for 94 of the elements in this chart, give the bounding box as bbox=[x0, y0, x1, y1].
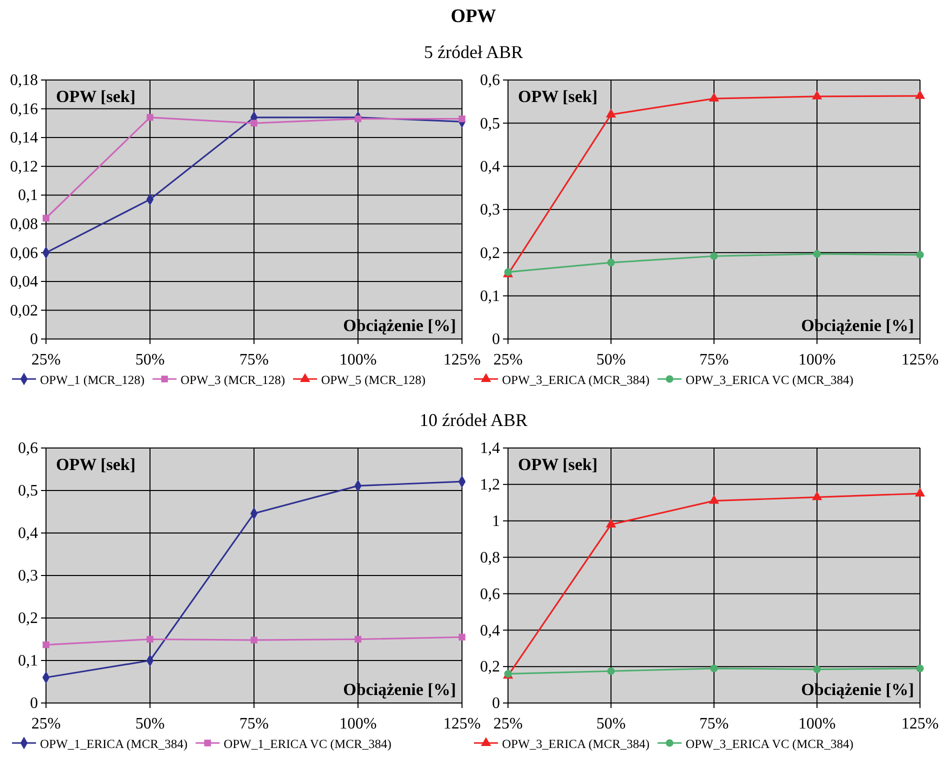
y-tick-label: 0,08 bbox=[10, 216, 38, 234]
y-axis-title: OPW [sek] bbox=[56, 87, 136, 106]
y-tick-label: 0,12 bbox=[10, 158, 38, 176]
x-tick-label: 25% bbox=[493, 352, 523, 369]
y-tick-label: 0 bbox=[492, 331, 500, 348]
point bbox=[354, 636, 362, 643]
x-tick-label: 100% bbox=[798, 352, 836, 369]
x-tick-label: 75% bbox=[699, 352, 729, 369]
x-tick-label: 125% bbox=[443, 352, 481, 369]
x-tick-label: 125% bbox=[901, 352, 939, 369]
y-tick-label: 0,6 bbox=[18, 440, 38, 458]
legend-label: OPW_3 (MCR_128) bbox=[180, 373, 286, 387]
x-tick-label: 25% bbox=[493, 716, 523, 733]
y-tick-label: 1 bbox=[492, 512, 500, 530]
chart-subtitle: 5 źródeł ABR bbox=[424, 42, 523, 62]
point bbox=[710, 664, 718, 672]
chart-subtitle: 10 źródeł ABR bbox=[420, 410, 528, 430]
x-tick-label: 75% bbox=[239, 352, 269, 369]
y-tick-label: 1,4 bbox=[480, 440, 500, 458]
y-tick-label: 0,16 bbox=[10, 100, 38, 118]
point bbox=[812, 90, 822, 100]
legend-label: OPW_1_ERICA (MCR_384) bbox=[40, 737, 188, 751]
y-tick-label: 0,5 bbox=[480, 115, 500, 132]
x-tick-label: 100% bbox=[798, 716, 836, 733]
point bbox=[916, 251, 924, 259]
legend-label: OPW_3_ERICA VC (MCR_384) bbox=[686, 737, 854, 751]
point bbox=[813, 666, 821, 674]
x-tick-label: 50% bbox=[596, 352, 626, 369]
point bbox=[708, 92, 720, 102]
point bbox=[606, 518, 616, 528]
y-tick-label: 0,1 bbox=[480, 288, 500, 305]
chart-title: OPW bbox=[450, 6, 496, 27]
legend-label: OPW_1 (MCR_128) bbox=[40, 373, 145, 387]
y-axis-title: OPW [sek] bbox=[56, 455, 136, 474]
y-tick-label: 0,6 bbox=[480, 586, 500, 603]
point bbox=[42, 214, 50, 222]
legend-label: OPW_5 (MCR_128) bbox=[321, 373, 426, 387]
point bbox=[813, 250, 821, 258]
y-tick-label: 0,3 bbox=[18, 568, 38, 585]
y-axis-title: OPW [sek] bbox=[518, 455, 598, 474]
point bbox=[708, 494, 720, 504]
x-tick-label: 25% bbox=[31, 716, 61, 733]
x-tick-label: 50% bbox=[135, 716, 165, 733]
point bbox=[914, 488, 926, 496]
x-tick-label: 50% bbox=[596, 716, 626, 733]
y-tick-label: 0,18 bbox=[10, 72, 38, 90]
point bbox=[607, 667, 615, 675]
legend-label: OPW_3_ERICA VC (MCR_384) bbox=[686, 373, 854, 387]
y-tick-label: 0,2 bbox=[18, 610, 38, 628]
point bbox=[606, 108, 616, 118]
y-tick-label: 0,8 bbox=[480, 549, 500, 566]
point bbox=[812, 491, 822, 500]
y-tick-label: 0,4 bbox=[480, 158, 500, 176]
y-tick-label: 0,2 bbox=[480, 658, 500, 676]
y-tick-label: 0,3 bbox=[480, 202, 500, 219]
y-tick-label: 0,14 bbox=[10, 130, 38, 147]
point bbox=[710, 252, 718, 260]
x-tick-label: 125% bbox=[443, 716, 481, 733]
y-tick-label: 0 bbox=[30, 331, 38, 348]
point bbox=[916, 664, 924, 672]
point bbox=[146, 636, 154, 643]
y-axis-title: OPW [sek] bbox=[518, 87, 598, 106]
x-tick-label: 125% bbox=[901, 716, 939, 733]
y-tick-label: 1,2 bbox=[480, 476, 500, 494]
y-tick-label: 0,4 bbox=[18, 525, 38, 542]
point bbox=[354, 115, 362, 122]
x-tick-label: 75% bbox=[239, 716, 269, 733]
legend-label: OPW_3_ERICA (MCR_384) bbox=[502, 737, 650, 751]
x-tick-label: 100% bbox=[339, 716, 377, 733]
point bbox=[42, 641, 50, 648]
point bbox=[146, 114, 154, 121]
y-tick-label: 0,6 bbox=[480, 72, 500, 90]
y-tick-label: 0,06 bbox=[10, 244, 38, 262]
legend-label: OPW_3_ERICA (MCR_384) bbox=[502, 373, 650, 387]
y-tick-label: 0,2 bbox=[480, 244, 500, 262]
point bbox=[914, 90, 926, 99]
y-tick-label: 0,02 bbox=[10, 302, 38, 320]
y-tick-label: 0,1 bbox=[18, 652, 38, 670]
point bbox=[250, 636, 258, 644]
point bbox=[250, 120, 258, 127]
y-tick-label: 0,4 bbox=[480, 622, 500, 640]
x-tick-label: 75% bbox=[699, 716, 729, 733]
point bbox=[458, 115, 466, 122]
y-tick-label: 0 bbox=[30, 695, 38, 712]
y-tick-label: 0,1 bbox=[18, 187, 38, 204]
x-tick-label: 25% bbox=[31, 352, 61, 369]
legend-label: OPW_1_ERICA VC (MCR_384) bbox=[224, 737, 392, 751]
point bbox=[458, 634, 466, 640]
y-tick-label: 0,5 bbox=[18, 482, 38, 500]
point bbox=[607, 258, 615, 266]
y-tick-label: 0 bbox=[492, 695, 500, 712]
x-tick-label: 100% bbox=[339, 352, 377, 369]
y-tick-label: 0,04 bbox=[10, 274, 38, 291]
x-tick-label: 50% bbox=[135, 352, 165, 369]
